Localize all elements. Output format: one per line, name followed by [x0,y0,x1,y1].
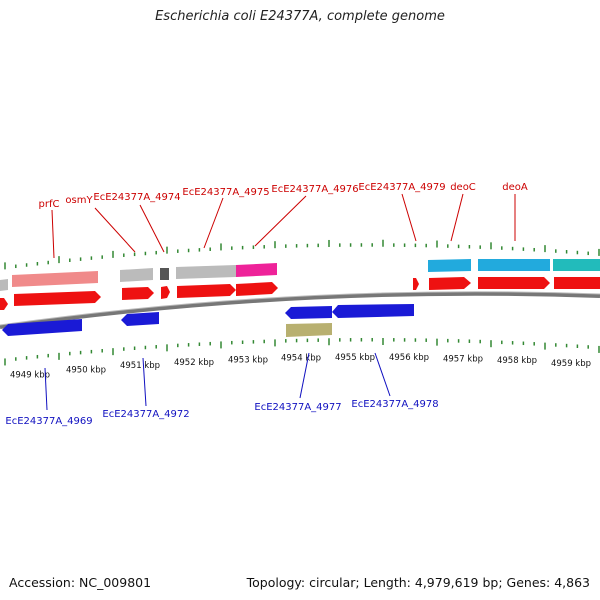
cds-block[interactable] [12,271,98,287]
forward-gene-arrow[interactable] [161,286,170,299]
gene-label-deoc[interactable]: deoC [450,182,476,193]
forward-gene-arrow[interactable] [122,287,154,300]
scale-label: 4956 kbp [389,353,429,363]
gene-label-ece24377a-4972[interactable]: EcE24377A_4972 [102,409,189,420]
topology-text: Topology: circular; Length: 4,979,619 bp… [246,575,590,590]
scale-label: 4959 kbp [551,359,591,369]
gene-label-ece24377a-4969[interactable]: EcE24377A_4969 [5,416,92,427]
cds-block[interactable] [553,259,600,271]
gene-label-ece24377a-4975[interactable]: EcE24377A_4975 [182,187,269,198]
forward-gene-arrow[interactable] [14,291,101,306]
reverse-gene-arrow[interactable] [332,304,414,318]
cds-block[interactable] [236,263,277,277]
gene-label-ece24377a-4979[interactable]: EcE24377A_4979 [358,182,445,193]
forward-gene-arrow[interactable] [177,284,236,298]
forward-gene-arrow[interactable] [0,298,8,310]
reverse-gene-arrow[interactable] [2,319,82,336]
forward-gene-arrow[interactable] [236,282,278,296]
cds-block[interactable] [478,259,550,271]
scale-label: 4958 kbp [497,356,537,366]
scale-label: 4953 kbp [228,355,268,365]
page-title: Escherichia coli E24377A, complete genom… [155,9,445,24]
reverse-gene-arrow[interactable] [285,306,332,319]
scale-label: 4954 kbp [281,354,321,364]
cds-block[interactable] [120,268,153,282]
cds-block[interactable] [428,259,471,272]
gene-label-prfc[interactable]: prfC [39,199,60,210]
forward-gene-arrow[interactable] [478,277,550,289]
gene-label-ece24377a-4974[interactable]: EcE24377A_4974 [93,192,180,203]
scale-labels: 4949 kbp 4950 kbp 4951 kbp 4952 kbp 4953 kbp… [10,353,591,381]
scale-label: 4952 kbp [174,358,214,368]
forward-gene-arrow[interactable] [429,277,471,290]
cds-track [0,259,600,291]
top-gene-labels: prfC osmY EcE24377A_4974 EcE24377A_4975 … [39,182,528,259]
scale-label: 4949 kbp [10,371,50,381]
scale-label: 4951 kbp [120,361,160,371]
scale-label: 4955 kbp [335,353,375,363]
scale-label: 4950 kbp [66,365,106,375]
outer-tick-track [4,239,600,270]
cds-block[interactable] [0,279,8,291]
cds-block[interactable] [286,323,332,337]
forward-gene-arrow[interactable] [413,278,419,290]
gene-label-deoa[interactable]: deoA [502,182,528,193]
genome-backbone [0,291,600,329]
reverse-gene-arrow[interactable] [121,312,159,326]
reverse-gene-track [2,304,414,337]
cds-block[interactable] [160,268,169,280]
forward-gene-arrow[interactable] [554,277,600,289]
gene-label-ece24377a-4978[interactable]: EcE24377A_4978 [351,399,438,410]
cds-block[interactable] [176,265,236,279]
gene-label-osmy[interactable]: osmY [65,195,93,206]
gene-label-ece24377a-4977[interactable]: EcE24377A_4977 [254,402,341,413]
gene-label-ece24377a-4976[interactable]: EcE24377A_4976 [271,184,358,195]
inner-tick-track [4,337,600,366]
forward-gene-track [0,277,600,310]
scale-label: 4957 kbp [443,354,483,364]
bottom-gene-labels: EcE24377A_4969 EcE24377A_4972 EcE24377A_… [5,352,439,427]
accession-text: Accession: NC_009801 [9,575,152,590]
